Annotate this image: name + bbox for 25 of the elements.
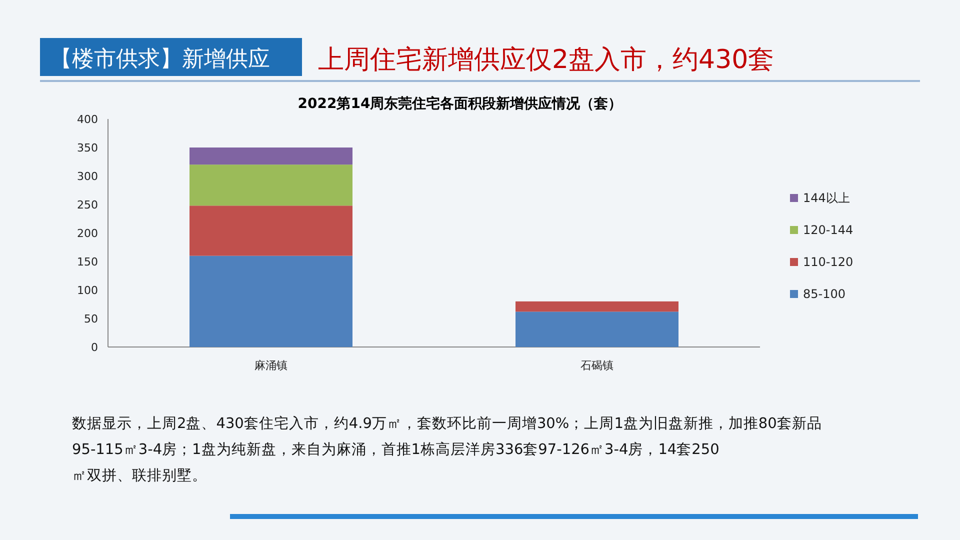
- x-tick-label: 麻涌镇: [254, 359, 288, 372]
- bar: [190, 164, 352, 206]
- y-tick-label: 50: [84, 312, 98, 326]
- bar: [516, 312, 678, 347]
- text: 上周住宅新增供应仅2盘入市，约430套: [318, 45, 774, 75]
- y-tick-label: 150: [77, 256, 98, 268]
- text: 【楼市供求】新增供应: [50, 47, 270, 72]
- y-tick-label: 200: [77, 227, 98, 240]
- legend-label: 85-100: [803, 287, 846, 301]
- y-tick-label: 350: [77, 142, 98, 154]
- text: 数据显示，上周2盘、430套住宅入市，约4.9万㎡，套数环比前一周增30%；上周1盘为旧盘新推，加推80套新品95-115㎡3-4房；1盘为纯新盘，来自为麻涌，首推1栋高层洋房336套97-126㎡3-4房，14套250㎡双拼、联排别墅。: [72, 415, 822, 484]
- legend-label: 120-144: [803, 223, 854, 237]
- y-tick-label: 0: [91, 341, 98, 354]
- legend-label: 110-120: [803, 255, 854, 269]
- legend-label: 144以上: [803, 191, 850, 205]
- bar: [516, 301, 678, 312]
- bar: [190, 256, 352, 347]
- chart-title: 2022第14周东莞住宅各面积段新增供应情况（套）: [298, 95, 622, 112]
- y-tick-label: 400: [77, 113, 98, 126]
- y-tick-label: 300: [77, 170, 98, 183]
- bar: [190, 148, 352, 165]
- bar: [190, 206, 352, 256]
- y-tick-label: 100: [77, 284, 98, 297]
- x-tick-label: 石碣镇: [580, 359, 614, 372]
- y-tick-label: 250: [77, 198, 98, 212]
